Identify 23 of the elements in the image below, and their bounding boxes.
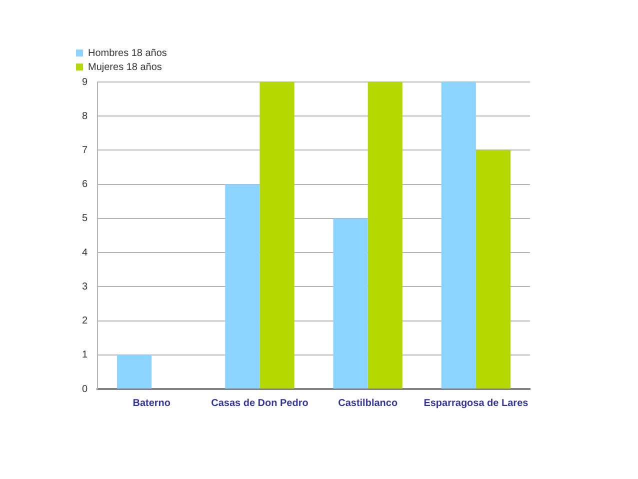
legend-label: Mujeres 18 años [88, 62, 162, 73]
bar [476, 150, 511, 388]
bar [225, 184, 260, 388]
y-tick-label: 6 [82, 179, 88, 190]
bar [368, 82, 402, 388]
y-tick-label: 9 [82, 76, 88, 88]
y-tick-label: 8 [82, 110, 88, 122]
x-tick-label: Castilblanco [338, 398, 398, 409]
x-tick-label: Casas de Don Pedro [211, 398, 308, 409]
y-tick-label: 5 [82, 213, 88, 224]
legend-label: Hombres 18 años [88, 48, 167, 59]
x-tick-label: Esparragosa de Lares [424, 398, 529, 409]
x-tick-label: Baterno [132, 398, 171, 409]
y-tick-label: 3 [82, 281, 88, 292]
y-tick-label: 1 [82, 350, 88, 361]
bar [117, 354, 152, 388]
bar [333, 218, 368, 388]
y-tick-label: 2 [82, 316, 88, 327]
y-tick-label: 0 [82, 384, 88, 395]
y-tick-label: 7 [82, 144, 88, 156]
bar [441, 82, 476, 388]
bar [260, 82, 294, 388]
y-tick-label: 4 [82, 247, 88, 258]
